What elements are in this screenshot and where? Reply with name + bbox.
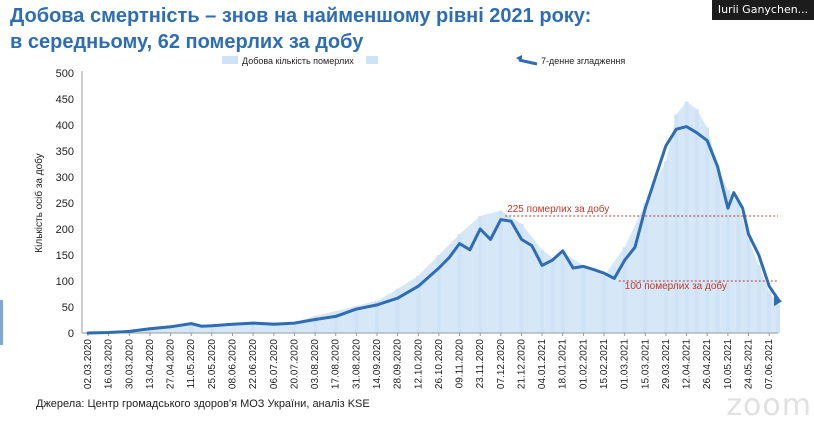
x-tick-label: 11.05.2020 xyxy=(186,339,197,389)
x-tick-label: 07.12.2020 xyxy=(496,339,507,389)
page-title: Добова смертність – знов на найменшому р… xyxy=(10,3,710,55)
daily-deaths-bars xyxy=(88,101,780,334)
y-tick-label: 400 xyxy=(56,120,74,132)
x-tick-label: 28.09.2020 xyxy=(393,339,404,389)
daily-deaths-area xyxy=(88,101,778,333)
x-tick-label: 01.02.2021 xyxy=(578,339,589,389)
y-tick-label: 0 xyxy=(68,328,74,340)
title-line-1: Добова смертність – знов на найменшому р… xyxy=(10,5,592,27)
x-tick-label: 16.03.2020 xyxy=(104,339,115,389)
x-tick-label: 29.03.2021 xyxy=(661,339,672,389)
y-tick-label: 450 xyxy=(56,94,74,106)
smoothed-series-line xyxy=(86,125,780,335)
x-tick-label: 15.03.2021 xyxy=(640,339,651,389)
x-tick-label: 10.05.2021 xyxy=(723,339,734,389)
y-tick-label: 100 xyxy=(56,276,74,288)
legend-line-arrow xyxy=(516,55,522,62)
x-tick-label: 13.04.2020 xyxy=(145,339,156,389)
smoothed-line-arrowhead xyxy=(774,294,782,307)
y-tick-label: 150 xyxy=(56,250,74,262)
y-tick-label: 300 xyxy=(56,172,74,184)
chart-legend: Добова кількість померлих 7-денне згладже… xyxy=(222,55,625,66)
reference-line-label: 225 померлих за добу xyxy=(507,203,609,215)
x-tick-label: 02.03.2020 xyxy=(83,339,94,389)
y-tick-label: 200 xyxy=(56,224,74,236)
x-tick-label: 24.05.2021 xyxy=(744,339,755,389)
x-tick-label: 08.06.2020 xyxy=(228,339,239,389)
x-tick-label: 21.12.2020 xyxy=(517,339,528,389)
legend-line-label: 7-денне згладження xyxy=(541,56,625,66)
y-tick-label: 500 xyxy=(56,68,74,80)
x-tick-label: 03.08.2020 xyxy=(310,339,321,389)
y-tick-label: 250 xyxy=(56,198,74,210)
x-tick-label: 12.04.2021 xyxy=(682,339,693,389)
x-tick-label: 14.09.2020 xyxy=(372,339,383,389)
reference-line-label: 100 померлих за добу xyxy=(625,280,727,292)
x-tick-label: 26.10.2020 xyxy=(434,339,445,389)
x-tick-label: 23.11.2020 xyxy=(475,339,486,389)
x-tick-label: 22.06.2020 xyxy=(248,339,259,389)
y-tick-label: 50 xyxy=(62,302,74,314)
chart-axes: 0 50 100 150 200 250 300 350 400 450 500 Кількість … xyxy=(33,68,778,389)
smoothed-line-layer xyxy=(86,125,782,335)
x-tick-label: 31.08.2020 xyxy=(351,339,362,389)
y-tick-label: 350 xyxy=(56,146,74,158)
x-tick-label: 15.02.2021 xyxy=(599,339,610,389)
x-tick-label: 01.03.2021 xyxy=(620,339,631,389)
x-tick-label: 04.01.2021 xyxy=(537,339,548,389)
x-tick-label: 07.06.2021 xyxy=(764,339,775,389)
x-tick-label: 27.04.2020 xyxy=(166,339,177,389)
x-tick-label: 17.08.2020 xyxy=(331,339,342,389)
x-tick-label: 30.03.2020 xyxy=(124,339,135,389)
source-note: Джерела: Центр громадського здоров'я МОЗ… xyxy=(36,398,370,410)
x-tick-label: 06.07.2020 xyxy=(269,339,280,389)
zoom-watermark: zoom xyxy=(726,388,812,423)
reference-lines: 225 померлих за добу 100 померлих за добу xyxy=(505,203,778,292)
x-tick-label: 20.07.2020 xyxy=(289,339,300,389)
legend-bar-swatch-tail xyxy=(366,56,378,64)
participant-name-badge: Iurii Ganychen... xyxy=(712,0,814,20)
left-edge-strip xyxy=(0,300,3,345)
x-tick-label: 18.01.2021 xyxy=(558,339,569,389)
x-tick-label: 25.05.2020 xyxy=(207,339,218,389)
y-axis-title: Кількість осіб за добу xyxy=(33,153,45,252)
x-tick-label: 26.04.2021 xyxy=(702,339,713,389)
legend-bar-swatch xyxy=(222,56,238,64)
title-line-2: в середньому, 62 померлих за добу xyxy=(10,31,364,53)
x-tick-label: 09.11.2020 xyxy=(455,339,466,389)
legend-bar-label: Добова кількість померлих xyxy=(242,56,354,66)
x-tick-label: 12.10.2020 xyxy=(413,339,424,389)
